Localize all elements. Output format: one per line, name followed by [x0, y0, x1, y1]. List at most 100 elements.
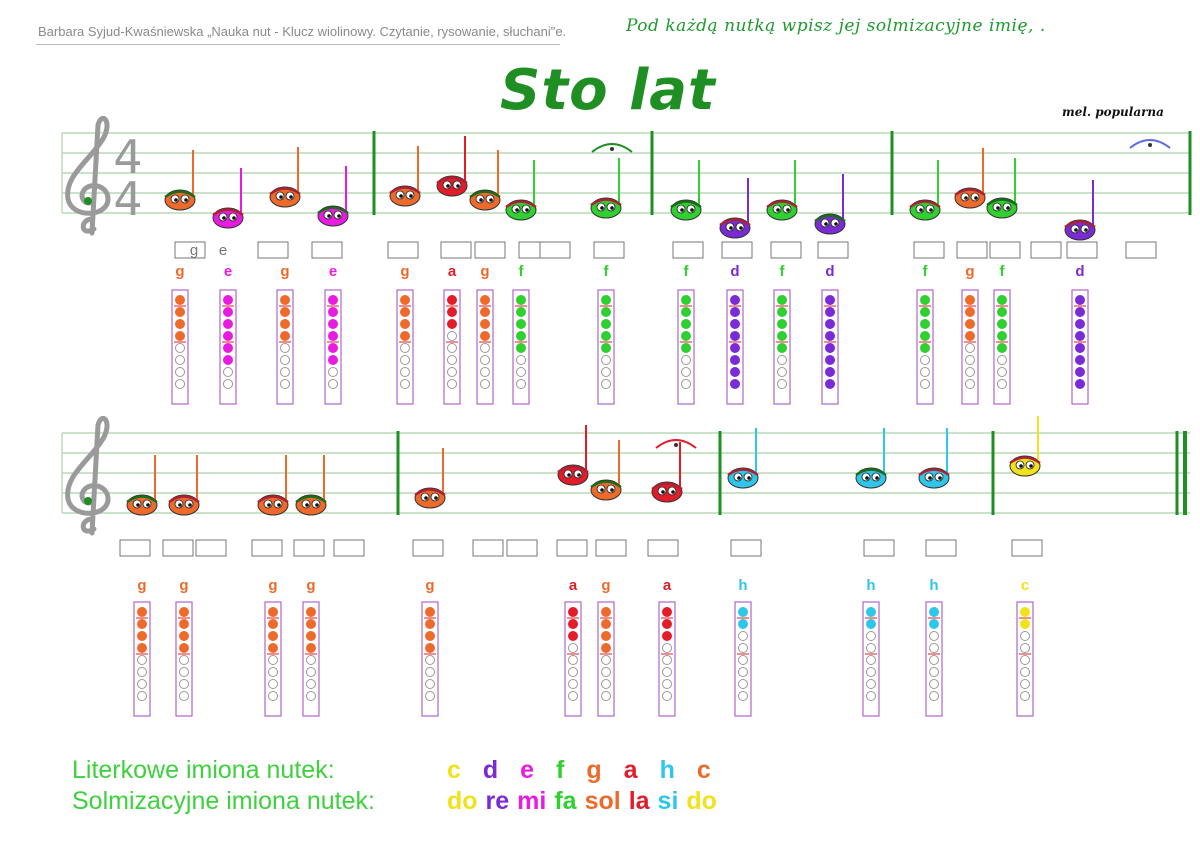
- finger-hole: [1020, 631, 1030, 641]
- note-head: [918, 467, 950, 489]
- finger-hole: [425, 655, 435, 665]
- note-hat: [766, 200, 798, 209]
- note-head: [469, 189, 501, 211]
- finger-hole: [997, 379, 1007, 389]
- note-g: [126, 455, 158, 516]
- solfege-name: la: [628, 787, 650, 815]
- finger-hole: [965, 319, 975, 329]
- note-pupil: [729, 226, 733, 230]
- finger-hole: [1020, 667, 1030, 677]
- finger-hole: [175, 295, 185, 305]
- note-pupil: [315, 503, 319, 507]
- answer-box: [595, 539, 627, 557]
- note-head: [212, 207, 244, 229]
- note-g: [590, 440, 622, 501]
- finger-hole: [662, 619, 672, 629]
- finger-hole: [681, 331, 691, 341]
- note-letter-label: g: [306, 577, 315, 594]
- note-pupil: [1074, 228, 1078, 232]
- finger-hole: [328, 355, 338, 365]
- finger-hole: [1020, 655, 1030, 665]
- solfege-name: sol: [584, 787, 621, 815]
- note-letter-label: f: [519, 263, 525, 280]
- finger-hole: [601, 631, 611, 641]
- note-letter-label: f: [1000, 263, 1006, 280]
- note-e: [317, 166, 349, 227]
- fingering-chart-a: a: [564, 577, 582, 717]
- finger-hole: [730, 379, 740, 389]
- note-head: [414, 487, 446, 509]
- note-head: [766, 199, 798, 221]
- note-head: [670, 199, 702, 221]
- note-letter-label: g: [268, 577, 277, 594]
- finger-hole: [223, 331, 233, 341]
- finger-hole: [425, 691, 435, 701]
- note-letter-label: f: [780, 263, 786, 280]
- finger-hole: [601, 655, 611, 665]
- finger-hole: [601, 355, 611, 365]
- note-d: [1064, 180, 1096, 241]
- finger-hole: [223, 355, 233, 365]
- finger-hole: [601, 607, 611, 617]
- note-pupil: [289, 195, 293, 199]
- finger-hole: [929, 619, 939, 629]
- note-letter-label: h: [866, 577, 875, 594]
- note-head: [1064, 219, 1096, 241]
- finger-hole: [268, 691, 278, 701]
- note-pupil: [456, 184, 460, 188]
- finger-hole: [425, 607, 435, 617]
- fingering-chart-h: h: [925, 577, 943, 717]
- answer-box: [593, 241, 625, 259]
- finger-hole: [568, 631, 578, 641]
- solfege-name: re: [485, 787, 510, 815]
- finger-hole: [1020, 619, 1030, 629]
- finger-hole: [568, 667, 578, 677]
- fermata-icon: [655, 439, 697, 449]
- finger-hole: [965, 355, 975, 365]
- note-head: [909, 199, 941, 221]
- finger-hole: [268, 655, 278, 665]
- note-letter-label: f: [923, 263, 929, 280]
- finger-hole: [223, 343, 233, 353]
- note-hat: [727, 468, 759, 477]
- note-hat: [909, 200, 941, 209]
- finger-hole: [730, 367, 740, 377]
- note-pupil: [974, 196, 978, 200]
- note-head: [164, 189, 196, 211]
- finger-hole: [777, 379, 787, 389]
- staff-1: 44: [61, 115, 1192, 236]
- finger-hole: [965, 331, 975, 341]
- finger-hole: [929, 607, 939, 617]
- note-f: [766, 160, 798, 221]
- note-letter-label: g: [175, 263, 184, 280]
- answer-box: [1066, 241, 1098, 259]
- note-letter-label: g: [137, 577, 146, 594]
- note-h: [855, 428, 887, 489]
- finger-hole: [601, 619, 611, 629]
- finger-hole: [866, 607, 876, 617]
- note-head: [1009, 455, 1041, 477]
- finger-hole: [662, 679, 672, 689]
- note-letter-label: a: [569, 577, 578, 594]
- finger-hole: [1020, 691, 1030, 701]
- note-head: [126, 494, 158, 516]
- treble-clef-icon: [65, 115, 111, 236]
- note-pupil: [865, 476, 869, 480]
- letter-name: h: [659, 756, 675, 784]
- finger-hole: [306, 607, 316, 617]
- finger-hole: [929, 667, 939, 677]
- author-underline: [36, 44, 560, 45]
- answer-box: [311, 241, 343, 259]
- finger-hole: [1075, 331, 1085, 341]
- finger-hole: [825, 331, 835, 341]
- note-g: [269, 147, 301, 208]
- answer-box: [474, 241, 506, 259]
- answer-box: [956, 241, 988, 259]
- solfege-name: fa: [554, 787, 577, 815]
- answer-box: [863, 539, 895, 557]
- note-pupil: [928, 476, 932, 480]
- note-letter-label: g: [965, 263, 974, 280]
- finger-hole: [997, 319, 1007, 329]
